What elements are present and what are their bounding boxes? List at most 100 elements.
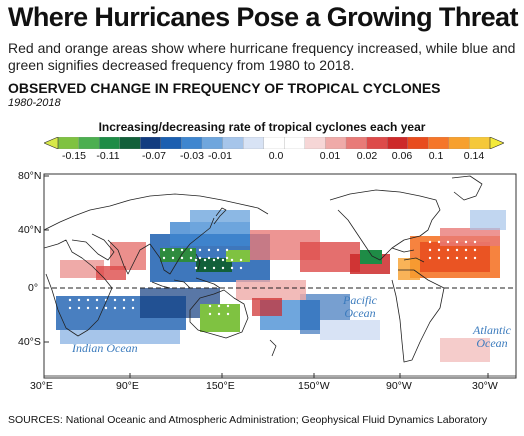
legend-swatch — [222, 137, 244, 149]
significance-dot — [221, 258, 225, 262]
significance-dot — [473, 240, 477, 244]
legend-swatch — [201, 137, 224, 149]
legend-swatch — [407, 137, 429, 149]
significance-dot — [446, 256, 450, 260]
legend-swatch — [119, 137, 141, 149]
frequency-cell — [226, 250, 250, 262]
lon-label: 150°W — [298, 380, 330, 392]
headline: Where Hurricanes Pose a Growing Threat — [8, 2, 518, 32]
significance-dot — [194, 258, 198, 262]
significance-dot — [194, 266, 198, 270]
significance-dot — [189, 256, 193, 260]
significance-dot — [203, 266, 207, 270]
legend-swatch — [181, 137, 203, 149]
legend-tick: -0.07 — [142, 150, 166, 162]
significance-dot — [113, 298, 117, 302]
legend-tick: 0.01 — [319, 150, 341, 162]
significance-dot — [208, 304, 212, 308]
significance-dot — [226, 304, 230, 308]
significance-dot — [455, 256, 459, 260]
frequency-cell — [440, 228, 500, 246]
significance-dot — [95, 306, 99, 310]
significance-dot — [226, 312, 230, 316]
significance-dot — [455, 248, 459, 252]
legend-swatch — [304, 137, 326, 149]
atlantic-ocean-label: Atlantic Ocean — [473, 323, 511, 350]
frequency-cell — [360, 250, 382, 264]
significance-dot — [207, 248, 211, 252]
legend-swatch — [366, 137, 388, 149]
significance-dot — [446, 248, 450, 252]
lon-label: 30°E — [30, 380, 53, 392]
legend-swatch — [57, 137, 80, 149]
frequency-cell — [160, 248, 196, 262]
figure-title: OBSERVED CHANGE IN FREQUENCY OF TROPICAL… — [8, 80, 441, 96]
color-legend-bar — [44, 137, 504, 149]
legend-tick: -0.11 — [96, 150, 120, 162]
lat-label: 80°N — [18, 170, 42, 182]
legend-tick: -0.15 — [62, 150, 86, 162]
significance-dot — [180, 256, 184, 260]
significance-dot — [131, 306, 135, 310]
lon-label: 90°W — [386, 380, 412, 392]
frequency-cell — [190, 210, 250, 234]
significance-dot — [104, 306, 108, 310]
legend-tick: 0.1 — [428, 150, 444, 162]
frequency-cell — [320, 320, 380, 340]
significance-dot — [437, 240, 441, 244]
legend-swatch — [345, 137, 368, 149]
significance-dot — [230, 266, 234, 270]
deck-text: Red and orange areas show where hurrican… — [8, 40, 516, 73]
significance-dot — [230, 258, 234, 262]
significance-dot — [216, 248, 220, 252]
significance-dot — [122, 298, 126, 302]
legend-swatch — [263, 137, 285, 149]
significance-dot — [77, 298, 81, 302]
frequency-cell — [60, 330, 180, 344]
significance-dot — [239, 266, 243, 270]
significance-dot — [464, 248, 468, 252]
world-map: 80°N 40°N 0° 40°S 30°E 90°E 150°E 150°W … — [0, 170, 524, 392]
sources-note: SOURCES: National Oceanic and Atmospheri… — [8, 414, 488, 426]
frequency-cell — [96, 266, 126, 280]
significance-dot — [216, 256, 220, 260]
significance-dot — [162, 248, 166, 252]
significance-dot — [171, 248, 175, 252]
legend-tick: -0.01 — [208, 150, 232, 162]
frequency-cell — [398, 258, 420, 280]
significance-dot — [180, 248, 184, 252]
significance-dot — [446, 240, 450, 244]
pacific-ocean-label: Pacific Ocean — [343, 293, 377, 320]
legend-tick-labels: -0.15 -0.11 -0.07 -0.03 -0.01 0.0 0.01 0… — [44, 150, 524, 164]
significance-dot — [203, 258, 207, 262]
frequency-cell — [252, 298, 282, 316]
significance-dot — [217, 304, 221, 308]
significance-dot — [225, 248, 229, 252]
coastlines — [44, 175, 516, 377]
significance-dot — [86, 306, 90, 310]
significance-dot — [221, 266, 225, 270]
significance-dot — [437, 248, 441, 252]
legend-tick: 0.02 — [356, 150, 378, 162]
significance-dot — [131, 298, 135, 302]
legend-swatch — [325, 137, 347, 149]
frequency-cell — [60, 260, 104, 278]
significance-dot — [77, 306, 81, 310]
lat-label: 40°S — [18, 336, 41, 348]
map-frame — [43, 173, 517, 379]
indian-ocean-label: Indian Ocean — [72, 341, 138, 355]
significance-dot — [473, 256, 477, 260]
lon-label: 30°W — [472, 380, 498, 392]
lat-label: 40°N — [18, 224, 42, 236]
significance-dot — [437, 256, 441, 260]
significance-dots — [68, 240, 477, 316]
frequency-cell — [236, 280, 306, 300]
legend-tick: 0.06 — [391, 150, 413, 162]
legend-tick: 0.0 — [268, 150, 284, 162]
frequency-cell — [440, 338, 490, 362]
legend-swatch — [140, 137, 162, 149]
significance-dot — [428, 240, 432, 244]
significance-dot — [86, 298, 90, 302]
significance-dot — [239, 258, 243, 262]
frequency-cell — [110, 242, 146, 270]
